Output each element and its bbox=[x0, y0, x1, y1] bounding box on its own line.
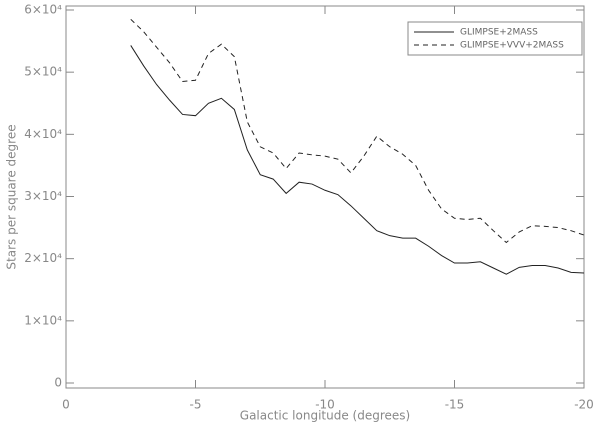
legend-label: GLIMPSE+VVV+2MASS bbox=[460, 41, 564, 51]
x-tick-label: -20 bbox=[574, 398, 594, 412]
y-tick-label: 5×10⁴ bbox=[24, 65, 62, 79]
x-tick-label: -15 bbox=[445, 398, 465, 412]
legend-box bbox=[407, 21, 583, 56]
x-tick-label: -5 bbox=[190, 398, 202, 412]
y-tick-label: 1×10⁴ bbox=[24, 313, 62, 327]
y-tick-label: 2×10⁴ bbox=[24, 251, 62, 265]
x-tick-label: -10 bbox=[315, 398, 335, 412]
x-tick-label: 0 bbox=[62, 398, 70, 412]
y-tick-label: 0 bbox=[54, 376, 62, 390]
plot-frame bbox=[65, 5, 585, 389]
y-tick-label: 6×10⁴ bbox=[24, 3, 62, 17]
y-axis-label: Stars per square degree bbox=[5, 124, 19, 269]
data-line bbox=[130, 18, 585, 244]
data-line bbox=[130, 45, 585, 275]
y-tick-label: 3×10⁴ bbox=[24, 189, 62, 203]
y-tick-label: 4×10⁴ bbox=[24, 127, 62, 141]
x-axis-label: Galactic longitude (degrees) bbox=[240, 409, 410, 423]
legend-label: GLIMPSE+2MASS bbox=[460, 28, 538, 38]
